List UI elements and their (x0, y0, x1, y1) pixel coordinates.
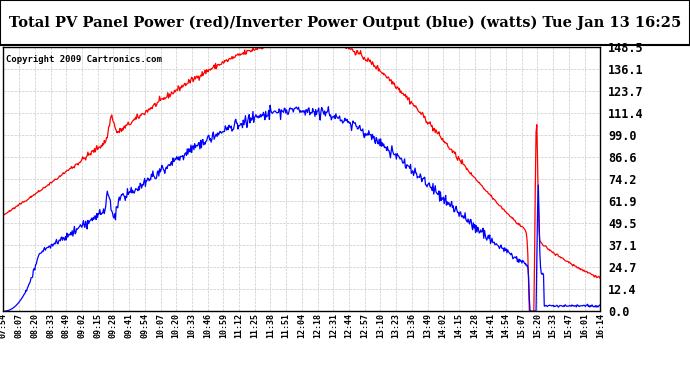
Text: Copyright 2009 Cartronics.com: Copyright 2009 Cartronics.com (6, 55, 162, 64)
Text: Total PV Panel Power (red)/Inverter Power Output (blue) (watts) Tue Jan 13 16:25: Total PV Panel Power (red)/Inverter Powe… (9, 15, 681, 30)
